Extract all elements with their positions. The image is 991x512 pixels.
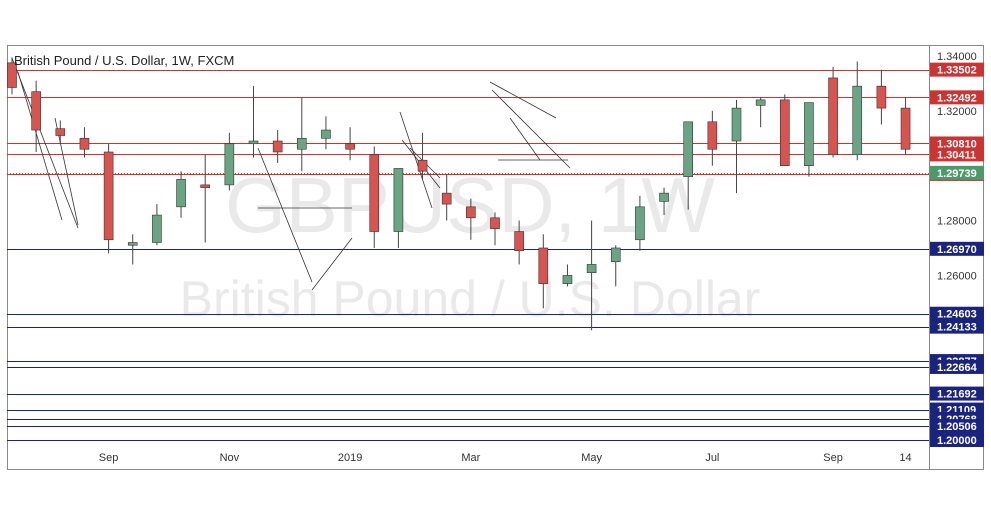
candle-body bbox=[272, 140, 283, 153]
candle-body bbox=[610, 247, 621, 263]
level-price-tag bbox=[930, 62, 984, 77]
level-price-tag bbox=[930, 433, 984, 447]
candle-body bbox=[779, 99, 790, 166]
pattern-line bbox=[489, 81, 557, 119]
candle-body bbox=[441, 192, 452, 205]
candle-body bbox=[755, 99, 766, 106]
level-price-label: 1.33502 bbox=[937, 65, 977, 77]
level-price-tag bbox=[930, 147, 984, 162]
candle-body bbox=[296, 137, 307, 150]
candle-body bbox=[321, 129, 331, 139]
candle-body bbox=[804, 102, 814, 166]
watermark-name: British Pound / U.S. Dollar bbox=[180, 271, 761, 327]
x-tick-label: Sep bbox=[99, 452, 119, 464]
candle-body bbox=[490, 217, 500, 230]
candle-body bbox=[900, 107, 911, 150]
candle-body bbox=[152, 214, 162, 243]
chart-title: British Pound / U.S. Dollar, 1W, FXCM bbox=[14, 53, 234, 68]
x-tick-label: May bbox=[581, 452, 602, 464]
level-price-tag bbox=[930, 241, 984, 256]
y-tick-label: 1.32000 bbox=[937, 106, 977, 118]
candle-body bbox=[852, 85, 863, 156]
candle-body bbox=[876, 85, 887, 109]
candle-body bbox=[635, 206, 645, 241]
candle-body bbox=[345, 143, 355, 150]
level-price-label: 1.22664 bbox=[937, 362, 978, 374]
pattern-line bbox=[17, 71, 63, 221]
candle-body bbox=[538, 247, 549, 284]
candle-body bbox=[562, 275, 573, 284]
x-tick-label: 2019 bbox=[338, 452, 362, 464]
level-price-label: 1.20000 bbox=[937, 435, 977, 447]
level-price-tag bbox=[930, 319, 984, 334]
candle-body bbox=[417, 159, 428, 172]
y-tick-label: 1.26000 bbox=[937, 270, 977, 282]
level-price-label: 1.30411 bbox=[937, 149, 976, 161]
candle-body bbox=[731, 107, 742, 142]
last-price-tag bbox=[930, 165, 984, 180]
pattern-line bbox=[311, 237, 353, 291]
x-tick-label: Sep bbox=[823, 452, 843, 464]
pattern-line bbox=[399, 111, 433, 209]
candle-body bbox=[393, 168, 404, 232]
candle-body bbox=[683, 121, 694, 177]
level-price-tag bbox=[930, 90, 984, 105]
candle-body bbox=[7, 62, 17, 88]
level-price-tag bbox=[930, 306, 984, 321]
y-tick-label: 1.34000 bbox=[937, 51, 977, 63]
candle-body bbox=[31, 91, 41, 131]
pattern-line bbox=[509, 117, 541, 161]
chart-frame bbox=[7, 45, 984, 470]
candle-body bbox=[224, 143, 235, 186]
level-price-label: 1.24603 bbox=[937, 309, 977, 321]
level-price-tag bbox=[930, 419, 984, 434]
candle-body bbox=[55, 128, 66, 136]
level-price-tag bbox=[930, 359, 984, 374]
pattern-line bbox=[11, 57, 79, 229]
pattern-line bbox=[491, 89, 571, 169]
level-price-label: 1.24133 bbox=[937, 322, 977, 334]
pattern-line bbox=[54, 117, 79, 226]
candle-body bbox=[466, 206, 476, 219]
candle-body bbox=[369, 154, 380, 232]
candle-body bbox=[103, 151, 114, 241]
candles-group bbox=[7, 57, 911, 331]
candle-body bbox=[127, 242, 138, 246]
x-tick-label: Nov bbox=[220, 452, 240, 464]
candle-body bbox=[200, 184, 210, 188]
y-tick-label: 1.28000 bbox=[937, 216, 977, 228]
candle-body bbox=[828, 77, 838, 156]
candle-body bbox=[514, 231, 524, 252]
candle-body bbox=[176, 179, 186, 208]
level-price-label: 1.32492 bbox=[937, 92, 977, 104]
x-tick-label: Jul bbox=[705, 452, 719, 464]
level-price-tag bbox=[930, 386, 984, 401]
candle-body bbox=[248, 140, 259, 145]
pattern-line bbox=[257, 147, 313, 283]
x-tick-label: Mar bbox=[461, 452, 480, 464]
last-price-label: 1.29739 bbox=[937, 168, 977, 180]
candle-body bbox=[79, 137, 90, 150]
x-tick-label: 14 bbox=[899, 452, 911, 464]
candle-body bbox=[707, 121, 718, 150]
candle-body bbox=[586, 264, 597, 273]
level-price-label: 1.21692 bbox=[937, 389, 977, 401]
candle-body bbox=[659, 192, 669, 202]
watermark-symbol: GBPUSD, 1W bbox=[225, 161, 715, 249]
level-price-tag bbox=[930, 136, 984, 151]
level-price-label: 1.26970 bbox=[937, 244, 977, 256]
level-price-label: 1.20506 bbox=[937, 421, 977, 433]
